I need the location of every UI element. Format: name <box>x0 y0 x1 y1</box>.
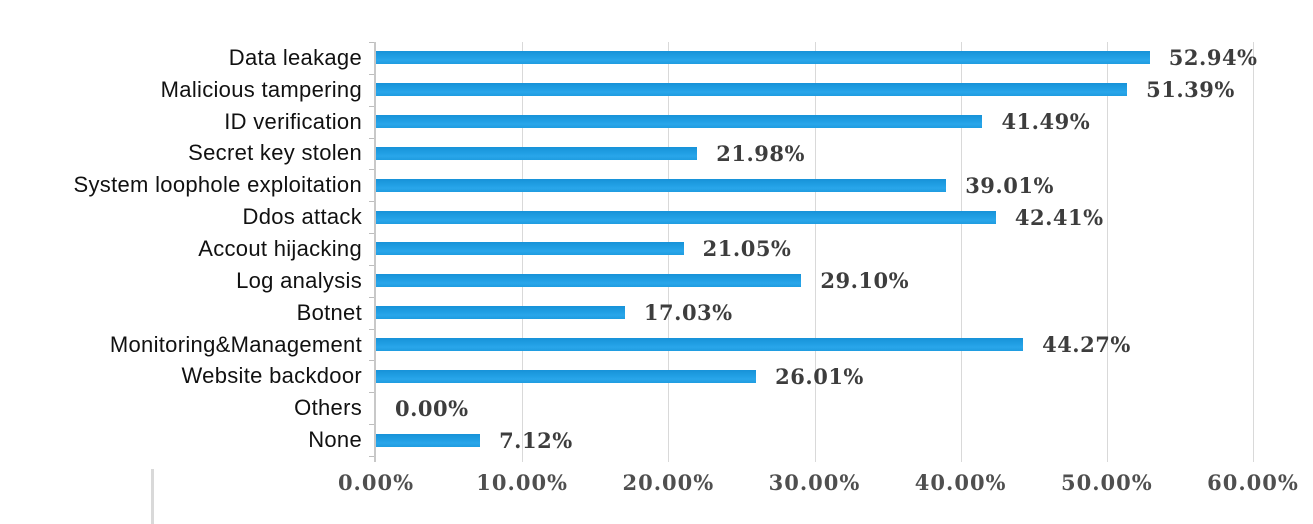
bar <box>376 210 996 224</box>
y-axis-tick <box>369 233 374 235</box>
value-label: 41.49% <box>1001 109 1091 135</box>
gridline <box>960 42 962 462</box>
y-axis-tick <box>369 392 374 394</box>
category-label: Accout hijacking <box>198 235 362 261</box>
y-axis-tick <box>369 296 374 298</box>
bar-rows: 52.94% 51.39% 41.49% 21.98% 39.01% 42.41% 21.0… <box>376 42 1257 456</box>
bar-row: 0.00% <box>376 392 1253 424</box>
bar-row: 7.12% <box>376 424 1253 456</box>
stray-vertical-line <box>151 469 154 524</box>
x-tick-label: 60.00% <box>1207 470 1299 495</box>
bar-row: 21.98% <box>376 138 1253 170</box>
bar-row: 42.41% <box>376 201 1253 233</box>
category-label: ID verification <box>224 108 362 134</box>
x-tick-label: 50.00% <box>1060 470 1153 495</box>
y-axis-tick <box>369 201 374 203</box>
y-axis-tick <box>369 360 374 362</box>
category-axis: Data leakage Malicious tampering ID verifi… <box>0 42 362 456</box>
category-label: Secret key stolen <box>188 140 362 166</box>
category-label: Website backdoor <box>181 363 362 389</box>
y-axis-tick <box>369 105 374 107</box>
y-axis-tick <box>369 169 374 171</box>
bar-row: 51.39% <box>376 74 1253 106</box>
bar <box>376 115 983 129</box>
x-tick-label: 0.00% <box>337 470 415 495</box>
y-axis-tick <box>369 456 374 457</box>
bar-row: 26.01% <box>376 360 1253 392</box>
bar-row: 44.27% <box>376 329 1253 361</box>
gridline <box>1253 42 1254 462</box>
value-label: 7.12% <box>499 427 573 453</box>
bar <box>376 306 625 320</box>
value-label: 39.01% <box>965 172 1054 198</box>
bar <box>376 178 947 192</box>
x-tick-label: 10.00% <box>476 470 569 495</box>
value-label: 26.01% <box>775 363 864 389</box>
category-label: Monitoring&Management <box>109 331 362 357</box>
x-tick-label: 30.00% <box>768 470 861 495</box>
bar <box>376 242 684 256</box>
bar <box>376 274 802 288</box>
category-label: Malicious tampering <box>160 76 362 102</box>
gridline <box>1106 42 1108 462</box>
bar-row: 41.49% <box>376 106 1253 138</box>
value-label: 42.41% <box>1014 204 1104 230</box>
x-tick-label: 20.00% <box>622 470 715 495</box>
bar-row: 52.94% <box>376 42 1257 74</box>
value-label: 44.27% <box>1042 332 1131 358</box>
y-axis-tick <box>369 137 374 139</box>
y-axis-tick <box>369 328 374 330</box>
y-axis-tick <box>369 264 374 266</box>
value-label: 17.03% <box>643 300 733 326</box>
category-label: Others <box>294 395 362 421</box>
category-label: None <box>308 427 362 453</box>
value-label: 0.00% <box>395 395 469 421</box>
bar-row: 21.05% <box>376 233 1253 265</box>
bar <box>376 338 1024 352</box>
value-label: 21.98% <box>716 140 805 166</box>
category-label: Log analysis <box>236 267 362 293</box>
value-label: 21.05% <box>702 236 792 262</box>
category-label: System loophole exploitation <box>73 172 362 198</box>
bar-row: 39.01% <box>376 169 1253 201</box>
gridline <box>814 42 816 462</box>
y-axis-tick <box>369 424 374 426</box>
value-label: 51.39% <box>1146 77 1235 103</box>
bar-row: 17.03% <box>376 297 1253 329</box>
y-axis-line <box>374 42 376 462</box>
bar <box>376 369 757 383</box>
category-label: Botnet <box>296 299 362 325</box>
value-label: 52.94% <box>1168 45 1258 71</box>
category-label: Data leakage <box>228 44 362 70</box>
bar <box>376 146 698 160</box>
x-tick-label: 40.00% <box>914 470 1007 495</box>
category-label: Ddos attack <box>242 204 362 230</box>
y-axis-tick <box>369 73 374 75</box>
bar <box>376 51 1150 65</box>
bar-row: 29.10% <box>376 265 1253 297</box>
plot-area: 52.94% 51.39% 41.49% 21.98% 39.01% 42.41% 21.0… <box>369 42 1257 462</box>
bar <box>376 433 481 447</box>
x-axis: 0.00% 10.00% 20.00% 30.00% 40.00% 50.00% 60.00… <box>338 470 1298 498</box>
value-label: 29.10% <box>820 268 910 294</box>
bar <box>376 83 1128 97</box>
y-axis-tick <box>369 42 374 43</box>
